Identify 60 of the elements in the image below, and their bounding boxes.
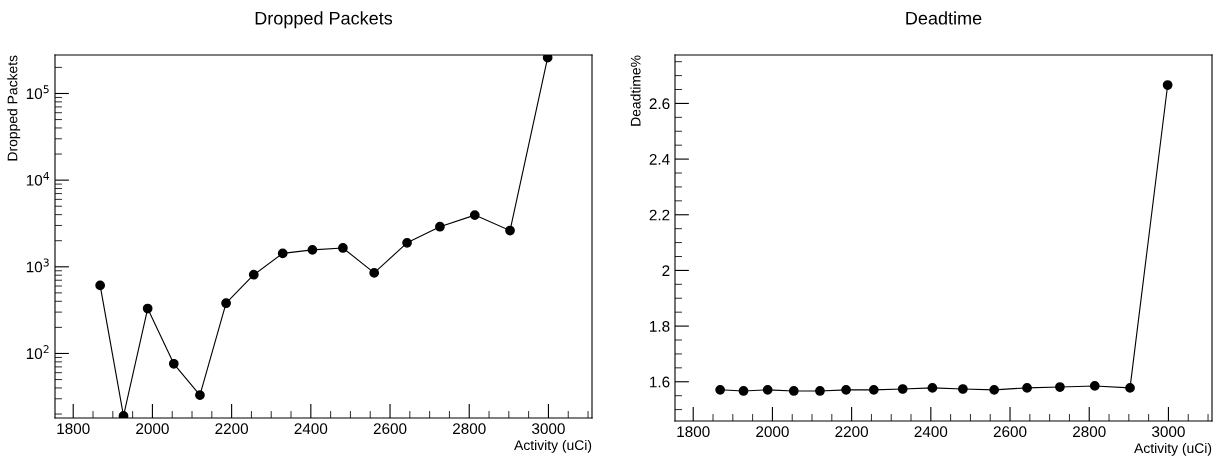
x-tick-label: 2400 [294,423,328,435]
point [95,280,106,291]
point [338,243,348,253]
x-tick-label: 3000 [532,423,565,435]
chart-title: Deadtime [906,11,982,25]
x-tick-label: 2800 [453,423,486,435]
chart-title: Dropped Packets [255,11,393,29]
y-tick-label: 2 [662,265,670,276]
point [1089,381,1100,391]
point [402,237,412,248]
point [277,248,288,259]
point [369,268,380,278]
point [1055,382,1065,392]
point [248,269,259,280]
y-tick-label: 1.8 [650,320,670,332]
x-tick-label: 2600 [993,426,1027,438]
x-tick-label: 2000 [136,423,169,435]
point [435,221,445,232]
y-tick-label: 2.2 [649,209,670,221]
x-tick-label: 3000 [1152,426,1185,438]
point [168,358,179,369]
y-tick-label: 10$^{3}$ [26,258,49,273]
point [1022,383,1032,393]
point [221,298,231,309]
y-tick-label: 10$^{5}$ [26,85,49,100]
point [1162,80,1173,90]
point [927,383,938,393]
point [738,386,749,396]
point [142,303,153,314]
point [897,384,908,394]
point [715,384,726,395]
y-axis-title: Dropped Packets [7,55,21,161]
point [788,386,799,396]
y-tick-label: 2.4 [649,153,670,165]
x-tick-label: 2200 [835,426,869,438]
x-tick-label: 2800 [1073,426,1106,438]
x-tick-label: 1800 [677,426,710,438]
point [958,384,968,394]
point [989,384,1000,395]
point [762,384,773,395]
y-tick-label: 10$^{2}$ [26,345,49,360]
x-axis-title: Activity (uCi) [1134,442,1212,456]
point [868,384,879,395]
point [841,384,851,395]
y-tick-label: 1.6 [650,376,670,388]
point [815,386,825,396]
x-tick-label: 1800 [57,423,90,435]
point [469,210,480,220]
point [195,390,205,401]
x-tick-label: 2400 [914,426,948,438]
x-tick-label: 2000 [756,426,789,438]
point [1125,383,1135,393]
x-tick-label: 2600 [373,423,407,435]
y-tick-label: 10$^{4}$ [26,171,50,186]
point [505,225,515,236]
x-axis-title: Activity (uCi) [514,439,592,453]
y-tick-label: 2.6 [649,98,670,110]
y-axis-title: Deadtime% [630,55,641,126]
x-tick-label: 2200 [215,423,249,435]
point [307,244,318,255]
